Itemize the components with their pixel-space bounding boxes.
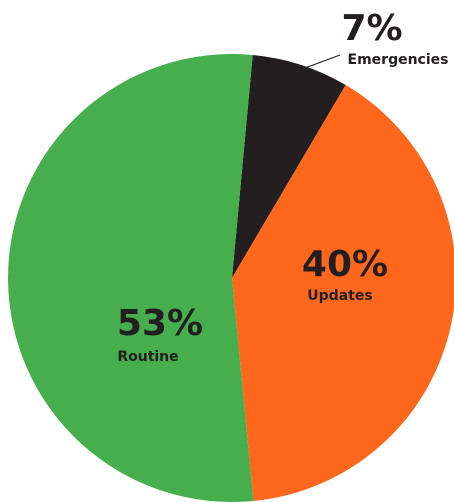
- pie-slice: [8, 54, 254, 502]
- category-label: Routine: [117, 349, 178, 365]
- pie-slice: [232, 54, 346, 278]
- pie-slice: [232, 84, 454, 501]
- category-label: Emergencies: [348, 52, 449, 68]
- value-label: 53%: [117, 303, 203, 344]
- value-label: 7%: [341, 8, 402, 49]
- value-label: 40%: [302, 244, 388, 285]
- category-label: Updates: [307, 288, 372, 304]
- leader-line: [304, 54, 341, 69]
